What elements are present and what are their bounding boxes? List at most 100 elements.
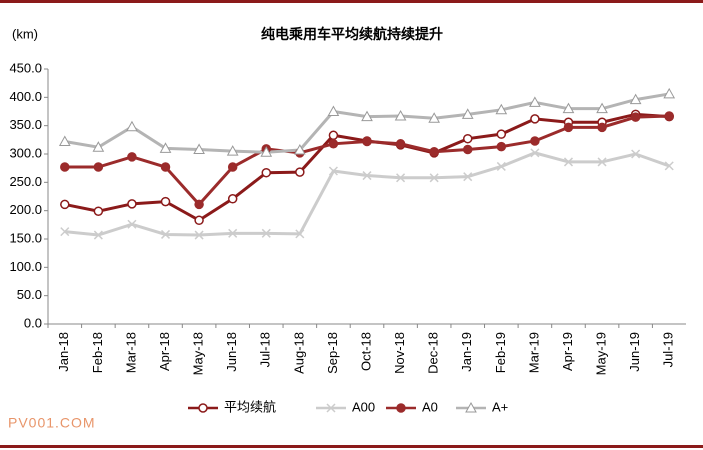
legend-label: A0 bbox=[422, 399, 438, 414]
marker bbox=[663, 87, 676, 99]
marker bbox=[496, 141, 507, 152]
y-tick-label: 50.0 bbox=[17, 287, 42, 302]
marker bbox=[629, 93, 642, 105]
x-tick-label: Jun-19 bbox=[627, 332, 642, 372]
marker bbox=[92, 141, 105, 152]
x-tick-label: Nov-18 bbox=[392, 332, 407, 374]
x-tick-label: Jan-18 bbox=[56, 332, 71, 372]
marker bbox=[429, 146, 439, 157]
marker bbox=[227, 162, 238, 172]
y-tick-label: 150.0 bbox=[9, 230, 42, 245]
x-tick-label: Jul-19 bbox=[661, 332, 676, 367]
marker bbox=[530, 114, 540, 124]
marker bbox=[295, 229, 305, 239]
marker bbox=[160, 162, 171, 172]
marker bbox=[193, 143, 205, 154]
x-tick-label: Oct-18 bbox=[358, 332, 373, 371]
marker bbox=[126, 120, 138, 132]
legend-marker bbox=[198, 403, 208, 413]
marker bbox=[462, 144, 473, 155]
x-tick-label: Jan-19 bbox=[459, 332, 474, 372]
marker bbox=[60, 162, 70, 172]
marker bbox=[60, 227, 70, 237]
y-tick-label: 0.0 bbox=[24, 315, 42, 330]
x-tick-label: Feb-18 bbox=[90, 332, 105, 373]
legend-label: A00 bbox=[352, 399, 375, 414]
marker bbox=[461, 108, 474, 119]
marker bbox=[327, 105, 340, 116]
marker bbox=[362, 136, 372, 147]
x-tick-label: Jul-18 bbox=[258, 332, 273, 367]
marker bbox=[597, 157, 607, 167]
marker bbox=[664, 161, 674, 171]
top-border bbox=[0, 0, 703, 3]
y-axis-label: (km) bbox=[12, 26, 38, 41]
series-line bbox=[64, 114, 670, 207]
x-tick-label: Mar-18 bbox=[123, 332, 138, 373]
marker bbox=[563, 122, 574, 133]
x-tick-label: Jun-18 bbox=[224, 332, 239, 372]
marker bbox=[496, 129, 507, 139]
marker bbox=[630, 112, 641, 122]
marker bbox=[127, 219, 137, 229]
legend-marker bbox=[465, 401, 477, 413]
marker bbox=[395, 139, 406, 149]
legend-label: A+ bbox=[492, 399, 508, 414]
legend-marker bbox=[396, 403, 406, 413]
marker bbox=[226, 145, 239, 156]
marker bbox=[328, 130, 339, 141]
x-tick-label: Feb-19 bbox=[493, 332, 508, 373]
marker bbox=[60, 199, 70, 210]
marker bbox=[127, 199, 137, 209]
y-tick-label: 400.0 bbox=[9, 89, 42, 104]
marker bbox=[462, 133, 473, 144]
marker bbox=[530, 148, 540, 158]
marker bbox=[160, 229, 171, 239]
y-tick-label: 450.0 bbox=[9, 60, 42, 75]
marker bbox=[361, 110, 373, 122]
bottom-border bbox=[0, 445, 703, 448]
marker bbox=[664, 111, 674, 121]
x-tick-label: Sep-18 bbox=[325, 332, 340, 374]
marker bbox=[228, 228, 238, 238]
marker bbox=[261, 167, 272, 178]
y-tick-label: 350.0 bbox=[9, 117, 42, 132]
marker bbox=[295, 167, 305, 177]
marker bbox=[160, 196, 171, 207]
x-tick-label: Dec-18 bbox=[426, 332, 441, 374]
series-line bbox=[64, 112, 670, 223]
marker bbox=[58, 135, 71, 147]
marker bbox=[261, 228, 271, 238]
marker bbox=[631, 149, 641, 159]
marker bbox=[530, 136, 540, 146]
marker bbox=[394, 110, 407, 121]
x-tick-label: Mar-19 bbox=[526, 332, 541, 373]
marker bbox=[396, 173, 406, 183]
marker bbox=[328, 139, 339, 149]
marker bbox=[293, 144, 306, 155]
x-tick-label: Apr-18 bbox=[157, 332, 172, 371]
x-tick-label: Aug-18 bbox=[291, 332, 306, 374]
marker bbox=[563, 157, 574, 167]
marker bbox=[529, 96, 541, 107]
x-tick-label: May-18 bbox=[191, 332, 206, 375]
marker bbox=[362, 171, 372, 181]
marker bbox=[260, 146, 273, 157]
marker bbox=[429, 173, 439, 183]
y-tick-label: 100.0 bbox=[9, 259, 42, 274]
marker bbox=[597, 122, 607, 133]
legend-marker bbox=[326, 403, 336, 413]
marker bbox=[194, 199, 204, 210]
y-tick-label: 200.0 bbox=[9, 202, 42, 217]
marker bbox=[328, 166, 338, 176]
marker bbox=[93, 230, 103, 240]
x-tick-label: Apr-19 bbox=[560, 332, 575, 371]
marker bbox=[194, 215, 204, 226]
marker bbox=[495, 103, 508, 115]
marker bbox=[159, 142, 172, 153]
x-tick-label: May-19 bbox=[593, 332, 608, 375]
y-tick-label: 250.0 bbox=[9, 174, 42, 189]
marker bbox=[127, 152, 137, 162]
marker bbox=[194, 230, 204, 240]
